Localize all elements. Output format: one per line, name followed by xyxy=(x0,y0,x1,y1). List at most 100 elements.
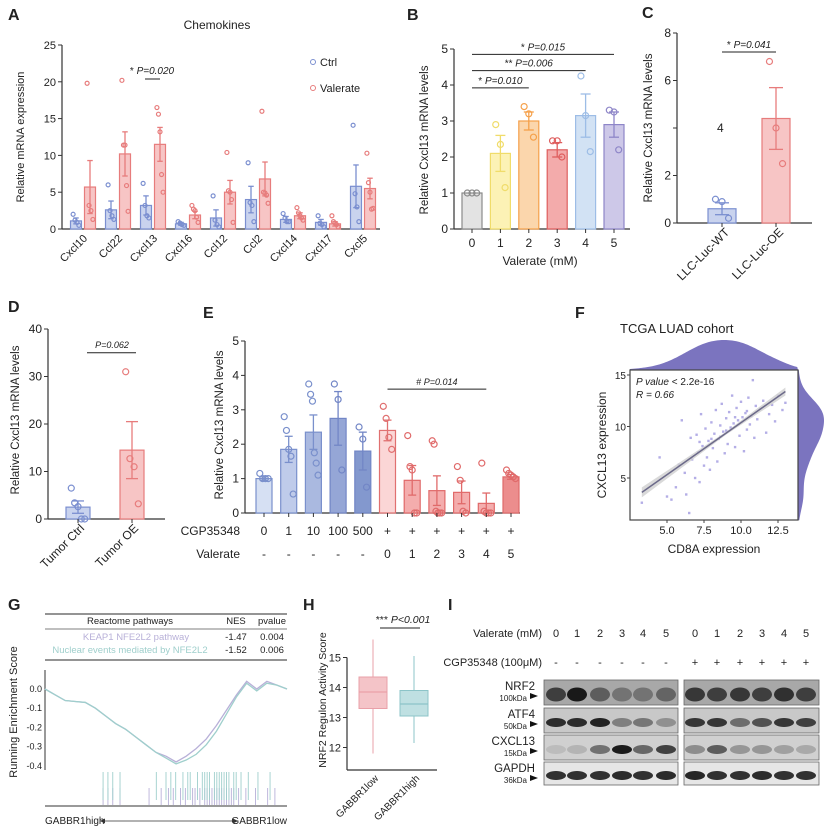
chart-a-ctrl-data-point xyxy=(321,224,327,230)
chart-f-r-annotation: R = 0.66 xyxy=(636,390,675,401)
chart-a-ctrl-data-point xyxy=(350,122,356,128)
chart-e-valerate-value: 5 xyxy=(508,547,515,561)
chart-g-right-label: GABBR1low xyxy=(231,816,287,827)
chart-d-ctrl-data-point xyxy=(81,515,89,523)
chart-e-valerate-value: 1 xyxy=(409,547,416,561)
blot-band xyxy=(612,687,632,702)
chart-b-3mm-bar xyxy=(546,149,568,230)
blot-cgp-lane: + xyxy=(759,657,765,669)
chart-d-y-tick-label: 0 xyxy=(35,512,42,526)
blot-atf4-membrane xyxy=(683,707,820,734)
chart-a-y-tick-label: 20 xyxy=(44,77,56,89)
chart-f-point xyxy=(658,456,661,459)
chart-b-0mm-data-point xyxy=(463,189,471,197)
chart-f-y-label: CXCL13 expression xyxy=(595,392,609,499)
chart-e-group-data-point xyxy=(385,433,393,441)
chart-f-point xyxy=(736,419,740,422)
chart-a-x-tick-label: Cxcl5 xyxy=(342,233,370,261)
p-value: P=0.015 xyxy=(528,42,566,53)
chart-b-1mm-data-point xyxy=(501,184,509,192)
legend-marker-ctrl xyxy=(310,59,316,65)
chart-e-valerate-value: - xyxy=(336,547,340,561)
chart-h-box xyxy=(399,690,429,717)
blot-band xyxy=(685,771,705,780)
blot-band xyxy=(685,745,705,754)
chart-b-5mm-data-point xyxy=(610,108,618,116)
chart-g-arrowhead-left xyxy=(100,818,105,824)
chart-c-y-tick-label: 8 xyxy=(664,26,671,40)
chart-d-oe-data-point xyxy=(122,368,130,376)
blot-band xyxy=(590,718,610,727)
chart-f-point xyxy=(688,511,691,515)
chart-f-point xyxy=(767,412,771,416)
blot-band xyxy=(546,745,566,754)
chart-b-3mm-data-point xyxy=(558,153,566,161)
chart-e-group-data-point xyxy=(285,445,293,453)
chart-e-group-data-point xyxy=(362,483,371,491)
chart-f-point xyxy=(733,416,737,419)
chart-f-point xyxy=(708,468,712,471)
blot-band xyxy=(567,687,587,702)
chart-a-significance: * P=0.020 xyxy=(130,66,175,77)
chart-f-point xyxy=(719,424,722,427)
chart-f-point xyxy=(725,429,728,432)
chart-e-group-data-point xyxy=(430,440,438,448)
blot-protein-label: GAPDH xyxy=(494,763,535,775)
blot-band xyxy=(612,771,632,780)
chart-e-cgp-value: 0 xyxy=(261,524,268,538)
blot-band xyxy=(796,687,816,702)
chart-e-group-data-point xyxy=(456,476,464,484)
chart-a-ctrl-data-point xyxy=(70,211,76,217)
blot-band xyxy=(567,718,587,727)
chart-f-point xyxy=(773,420,777,423)
chart-b-y-tick-label: 1 xyxy=(441,186,448,200)
chart-g-y-tick-label: -0.1 xyxy=(26,703,42,713)
blot-band xyxy=(707,771,727,780)
chart-e-group-data-point xyxy=(437,509,446,517)
chart-e-significance: # P=0.014 xyxy=(416,377,457,387)
chart-f-point xyxy=(680,419,683,422)
chart-d-x-tick-label: Tumor Ctrl xyxy=(37,521,87,571)
chart-a-valerate-data-point xyxy=(119,77,125,83)
chart-f-point xyxy=(745,409,749,413)
chart-f-y-tick-label: 15 xyxy=(615,371,627,382)
chart-f-point xyxy=(683,471,686,475)
chart-d-y-label: Relative Cxcl13 mRNA levels xyxy=(10,345,22,494)
chart-e-valerate-value: 3 xyxy=(458,547,465,561)
chart-a-ctrl-data-point xyxy=(286,219,292,225)
blot-band xyxy=(730,718,750,727)
chart-a-x-tick-label: Ccl12 xyxy=(202,233,230,261)
chart-b-5mm-data-point xyxy=(605,106,613,114)
chart-a-ctrl-data-point xyxy=(284,219,290,225)
chart-e-cgp-value: + xyxy=(458,524,465,538)
blot-nrf2-membrane xyxy=(543,679,679,706)
chart-a-ctrl-data-point xyxy=(352,191,358,197)
chart-b-3mm-data-point xyxy=(553,137,561,145)
chart-c-wt-data-point xyxy=(718,198,726,206)
chart-a-x-tick-label: Cxcl10 xyxy=(58,233,90,265)
chart-a-valerate-data-point xyxy=(192,208,198,214)
chart-e-valerate-value: - xyxy=(361,547,365,561)
chart-e-cgp-value: + xyxy=(384,524,391,538)
chart-f-point xyxy=(747,396,750,399)
panel-label-G: G xyxy=(8,597,20,614)
chart-b-4mm-data-point xyxy=(581,111,590,120)
chart-b-significance: * P=0.010 xyxy=(478,76,523,87)
blot-atf4-membrane xyxy=(543,707,679,734)
chart-f-y-tick-label: 5 xyxy=(620,474,626,485)
chart-f-point xyxy=(745,428,749,431)
blot-band xyxy=(730,687,750,702)
blot-valerate-lane: 2 xyxy=(737,628,743,640)
chart-d-y-tick-label: 10 xyxy=(29,465,43,479)
chart-c-x-tick-label: LLC-Luc-OE xyxy=(729,225,786,282)
chart-b-0mm-bar xyxy=(461,192,483,230)
chart-f-plot-area xyxy=(629,369,799,521)
blot-band xyxy=(633,687,653,702)
chart-a-valerate-data-point xyxy=(195,219,201,225)
chart-d-y-tick-label: 20 xyxy=(29,417,43,431)
chart-g-table-header: pvalue xyxy=(258,616,286,627)
panel-label-A: A xyxy=(8,7,20,24)
chart-e-group-data-point xyxy=(289,490,297,498)
chart-b-1mm-data-point xyxy=(496,140,504,148)
chart-f-point xyxy=(640,501,644,504)
